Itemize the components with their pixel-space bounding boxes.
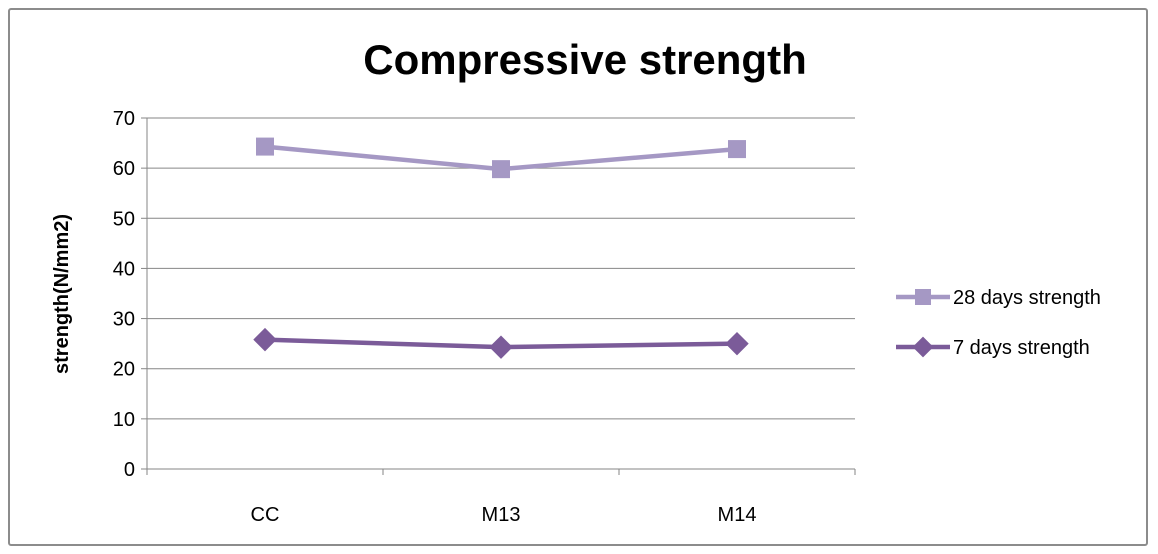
legend-label-28-days-strength: 28 days strength: [953, 287, 1101, 309]
y-tick-label-60: 60: [113, 158, 135, 180]
data-point-28-days-strength-m13: [492, 160, 510, 179]
legend-marker-7-days-strength: [912, 336, 934, 358]
data-point-7-days-strength-m13: [489, 335, 513, 359]
x-tick-label-m14: M14: [718, 504, 757, 526]
series-lines: [253, 137, 749, 359]
y-axis-label: strength(N/mm2): [51, 214, 73, 374]
y-tick-label-70: 70: [113, 108, 135, 130]
x-tick-labels: CC M13 M14: [251, 504, 757, 526]
data-point-7-days-strength-cc: [253, 327, 277, 352]
x-tick-label-cc: CC: [251, 504, 280, 526]
data-point-28-days-strength-cc: [256, 137, 274, 156]
legend-label-7-days-strength: 7 days strength: [953, 337, 1090, 359]
y-tick-label-10: 10: [113, 409, 135, 431]
y-tick-labels: 0 10 20 30 40 50 60 70: [113, 108, 135, 481]
y-tick-label-20: 20: [113, 359, 135, 381]
data-point-28-days-strength-m14: [728, 140, 746, 159]
y-tick-label-30: 30: [113, 309, 135, 331]
y-tick-label-40: 40: [113, 258, 135, 280]
legend-marker-28-days-strength: [915, 289, 931, 305]
data-point-7-days-strength-m14: [725, 331, 749, 356]
y-tick-label-0: 0: [124, 459, 135, 481]
x-tick-label-m13: M13: [482, 504, 521, 526]
legend: 28 days strength 7 days strength: [896, 287, 1101, 359]
chart-title: Compressive strength: [363, 36, 806, 83]
chart-frame: [8, 8, 1148, 546]
axes: [141, 117, 856, 475]
y-tick-label-50: 50: [113, 208, 135, 230]
